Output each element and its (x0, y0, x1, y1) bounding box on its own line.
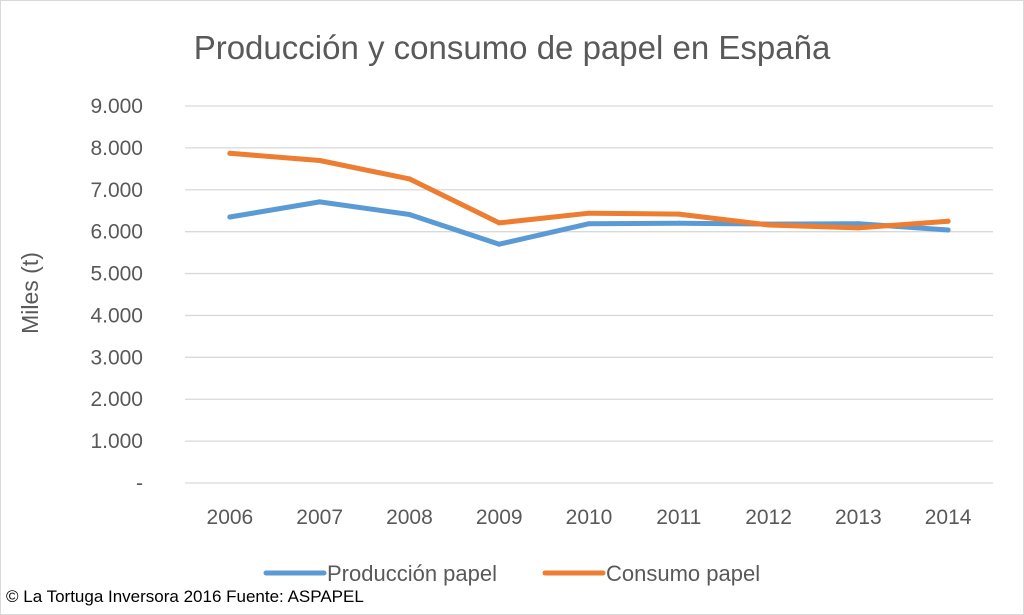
data-point (855, 225, 861, 231)
y-tick-label: 2.000 (90, 388, 143, 411)
data-point (227, 214, 233, 220)
data-point (227, 150, 233, 156)
x-tick-label: 2007 (296, 506, 343, 529)
gridlines (185, 105, 993, 484)
x-tick-label: 2014 (925, 506, 972, 529)
y-axis-label: Miles (t) (17, 252, 43, 334)
y-tick-label: 8.000 (90, 137, 143, 160)
series-line-consumo (227, 150, 951, 231)
legend: Producción papel Consumo papel (263, 561, 760, 586)
x-tick-label: 2013 (835, 506, 882, 529)
legend-label: Consumo papel (606, 561, 760, 586)
y-tick-label: 6.000 (90, 221, 143, 244)
y-tick-label: 3.000 (90, 346, 143, 369)
data-point (586, 210, 592, 216)
data-point (496, 241, 502, 247)
x-tick-label: 2011 (656, 506, 701, 529)
x-tick-label: 2008 (386, 506, 433, 529)
y-tick-label: 5.000 (90, 263, 143, 286)
data-point (676, 211, 682, 217)
data-point (317, 157, 323, 163)
series-lines (227, 150, 951, 247)
data-point (406, 211, 412, 217)
x-tick-label: 2010 (566, 506, 613, 529)
y-tick-label: 7.000 (90, 179, 143, 202)
copyright-footer: © La Tortuga Inversora 2016 Fuente: ASPA… (6, 587, 364, 606)
data-point (317, 199, 323, 205)
data-point (945, 227, 951, 233)
data-point (766, 222, 772, 228)
y-tick-label: 9.000 (90, 95, 143, 118)
legend-label: Producción papel (327, 561, 497, 586)
data-point (406, 176, 412, 182)
data-point (945, 218, 951, 224)
data-point (676, 220, 682, 226)
data-point (855, 221, 861, 227)
x-tick-label: 2006 (207, 506, 254, 529)
x-tick-labels: 2006 2007 2008 2009 2010 2011 2012 2013 2014 (207, 506, 972, 529)
x-tick-label: 2012 (745, 506, 792, 529)
data-point (496, 220, 502, 226)
x-tick-label: 2009 (476, 506, 523, 529)
y-tick-label: 1.000 (90, 430, 143, 453)
y-tick-label: - (136, 472, 143, 495)
data-point (586, 221, 592, 227)
chart-title: Producción y consumo de papel en España (194, 29, 831, 66)
y-tick-labels: - 1.000 2.000 3.000 4.000 5.000 6.000 7.000 8.00… (90, 95, 143, 495)
y-tick-label: 4.000 (90, 304, 143, 327)
